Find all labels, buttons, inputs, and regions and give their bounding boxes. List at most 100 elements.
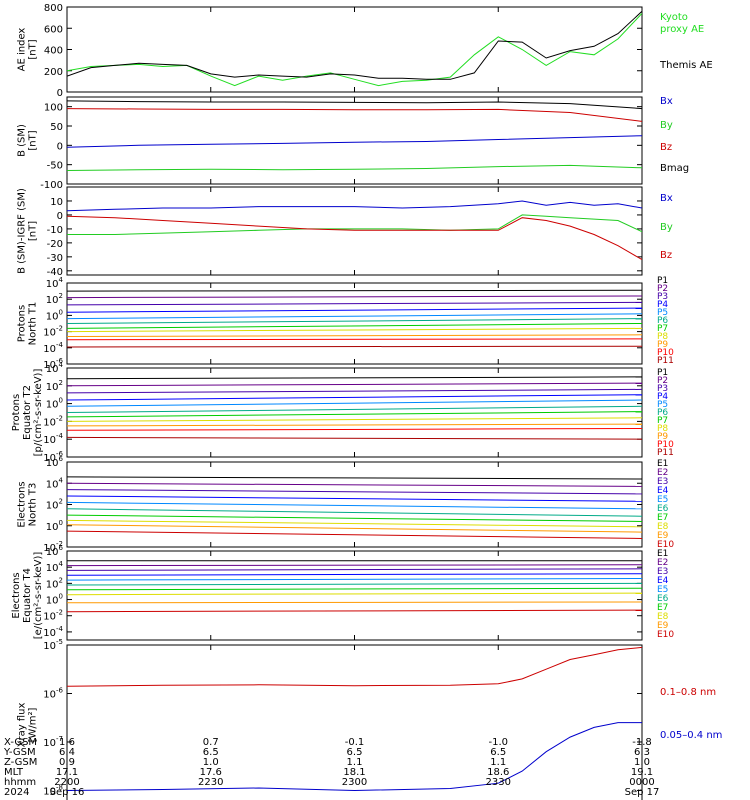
x-tick-value: 6.3 [634, 747, 650, 758]
legend-label: P4 [657, 392, 668, 402]
y-axis-label: [p/(cm²-s-sr-keV)] [33, 369, 44, 457]
y-tick-label: 10-2 [43, 609, 63, 623]
series-line-p8 [67, 327, 642, 333]
legend-label: P5 [657, 308, 668, 318]
legend-label: Bz [660, 250, 672, 261]
legend-label: E9 [657, 531, 669, 541]
legend-label: Bx [660, 193, 673, 204]
series-line-p10 [67, 428, 642, 431]
legend-label: P8 [657, 332, 668, 342]
series-line-e1 [67, 476, 642, 480]
y-tick-label: -20 [47, 239, 63, 250]
x-tick-value: -1.0 [488, 737, 508, 748]
y-tick-label: -50 [47, 161, 63, 172]
x-tick-value: 6.5 [203, 747, 219, 758]
series-line-e9 [67, 524, 642, 533]
series-line-p2 [67, 295, 642, 299]
series-line-e9 [67, 601, 642, 604]
series-line-e8 [67, 519, 642, 528]
y-tick-label: 106 [46, 455, 64, 469]
legend-label: P1 [657, 276, 668, 286]
y-axis-label: [nT] [28, 221, 39, 241]
series-line-e3 [67, 568, 642, 571]
y-tick-label: 200 [44, 67, 63, 78]
y-axis-label: Equator T4 [22, 568, 33, 623]
series-line-e7 [67, 514, 642, 522]
y-axis-label: Equator T2 [22, 385, 33, 440]
y-tick-label: -30 [47, 253, 63, 264]
x-tick-value: -0.1 [345, 737, 365, 748]
legend-label: P4 [657, 300, 668, 310]
legend-label: P7 [657, 324, 668, 334]
panel-frame [66, 550, 643, 641]
y-tick-label: 100 [46, 397, 63, 411]
panel-frame [66, 282, 643, 365]
series-line-p4 [67, 394, 642, 401]
series-group [67, 10, 642, 87]
series-line-e10 [67, 609, 642, 613]
y-tick-label: 10-2 [43, 414, 63, 428]
x-tick-value: 19.1 [631, 767, 653, 778]
x-row-label: hhmm [4, 777, 36, 788]
panel-8: 10-5 10-6 10-7 10-8 Xray flux [W/m²] 0.1–0.8 n… [17, 638, 722, 800]
x-tick-value: 1.1 [490, 757, 506, 768]
y-tick-label: 10-6 [43, 357, 63, 371]
series-line-themis-ae [67, 10, 642, 80]
legend-label: 0.1–0.8 nm [660, 687, 716, 698]
y-tick-label: 10-4 [43, 432, 63, 446]
y-tick-label: 10-8 [43, 783, 63, 797]
x-row-label: 2024 [4, 787, 29, 798]
y-axis-label: AE index [17, 28, 28, 72]
legend-label: E5 [657, 585, 668, 595]
x-tick-value: 17.6 [200, 767, 222, 778]
legend-label: P9 [657, 432, 668, 442]
legend-label: P6 [657, 316, 668, 326]
series-line-e3 [67, 489, 642, 495]
legend-label: Bx [660, 96, 673, 107]
y-axis-label: B (SM) [17, 124, 28, 157]
legend-label: Bz [660, 142, 672, 153]
series-line-e8 [67, 592, 642, 596]
x-tick-value: 2230 [198, 777, 223, 788]
legend-label: P10 [657, 440, 674, 450]
legend-label: E8 [657, 612, 669, 622]
x-tick-value: 18.1 [343, 767, 365, 778]
legend-label: P10 [657, 348, 674, 358]
series-line-e5 [67, 578, 642, 581]
x-tick-value: 0.7 [203, 737, 219, 748]
series-group [67, 560, 642, 613]
legend-label: P3 [657, 292, 668, 302]
y-tick-label: 10-6 [43, 686, 63, 700]
series-line-bmag [67, 100, 642, 110]
series-line-p9 [67, 423, 642, 427]
legend-label: E5 [657, 495, 668, 505]
panel-2: -100 -50 0 50 100 B (SM) [nT] Bx By Bz Bmag [17, 96, 690, 191]
legend-label: P3 [657, 384, 668, 394]
legend-label: E2 [657, 558, 668, 568]
x-tick-value: 2300 [342, 777, 367, 788]
legend-label: Kyoto proxy AE [660, 12, 704, 35]
x-tick-value: 6.5 [490, 747, 506, 758]
legend-label: E1 [657, 459, 668, 469]
y-tick-label: -100 [40, 180, 63, 191]
legend-label: E1 [657, 549, 668, 559]
legend-label: E10 [657, 540, 674, 550]
y-tick-label: 104 [46, 361, 64, 375]
series-line-e10 [67, 530, 642, 539]
series-line-bz [67, 215, 642, 261]
series-line-0-1-0-8-nm [67, 646, 642, 687]
series-line-p7 [67, 323, 642, 329]
series-line-p3 [67, 388, 642, 394]
x-tick-value: Sep 17 [625, 787, 660, 798]
y-tick-label: 10 [50, 197, 63, 208]
legend-label: E3 [657, 567, 668, 577]
x-tick-value: 1.1 [347, 757, 363, 768]
y-tick-label: -40 [47, 267, 63, 278]
x-tick-value: 2330 [486, 777, 511, 788]
series-group [67, 100, 642, 171]
series-line-p11 [67, 345, 642, 348]
series-line-p1 [67, 289, 642, 292]
legend-label: E10 [657, 630, 674, 640]
y-tick-label: 10-2 [43, 325, 63, 339]
series-line-p7 [67, 411, 642, 418]
